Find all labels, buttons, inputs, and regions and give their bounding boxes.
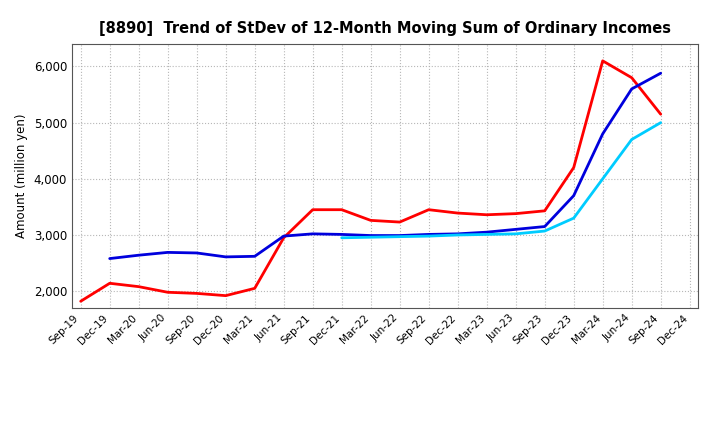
3 Years bbox=[279, 235, 288, 240]
5 Years bbox=[657, 70, 665, 76]
3 Years bbox=[541, 208, 549, 213]
5 Years bbox=[570, 193, 578, 198]
5 Years bbox=[338, 232, 346, 237]
7 Years bbox=[598, 176, 607, 181]
5 Years bbox=[221, 254, 230, 260]
5 Years bbox=[482, 230, 491, 235]
Line: 5 Years: 5 Years bbox=[109, 73, 661, 259]
3 Years bbox=[76, 299, 85, 304]
5 Years bbox=[366, 233, 375, 238]
5 Years bbox=[598, 131, 607, 136]
5 Years bbox=[192, 250, 201, 256]
3 Years bbox=[482, 212, 491, 217]
5 Years bbox=[454, 231, 462, 236]
3 Years bbox=[424, 207, 433, 213]
7 Years bbox=[570, 216, 578, 221]
5 Years bbox=[135, 253, 143, 258]
7 Years bbox=[338, 235, 346, 240]
3 Years bbox=[338, 207, 346, 213]
Y-axis label: Amount (million yen): Amount (million yen) bbox=[15, 114, 28, 238]
3 Years bbox=[366, 218, 375, 223]
Title: [8890]  Trend of StDev of 12-Month Moving Sum of Ordinary Incomes: [8890] Trend of StDev of 12-Month Moving… bbox=[99, 21, 671, 36]
5 Years bbox=[395, 233, 404, 238]
7 Years bbox=[482, 232, 491, 237]
7 Years bbox=[541, 228, 549, 234]
3 Years bbox=[163, 290, 172, 295]
5 Years bbox=[163, 250, 172, 255]
3 Years bbox=[308, 207, 317, 213]
5 Years bbox=[308, 231, 317, 236]
3 Years bbox=[135, 284, 143, 289]
7 Years bbox=[511, 231, 520, 236]
3 Years bbox=[627, 75, 636, 81]
3 Years bbox=[598, 58, 607, 63]
7 Years bbox=[395, 234, 404, 239]
5 Years bbox=[251, 254, 259, 259]
5 Years bbox=[105, 256, 114, 261]
3 Years bbox=[251, 286, 259, 291]
3 Years bbox=[511, 211, 520, 216]
5 Years bbox=[541, 224, 549, 229]
3 Years bbox=[395, 220, 404, 225]
3 Years bbox=[105, 281, 114, 286]
7 Years bbox=[454, 232, 462, 238]
5 Years bbox=[424, 232, 433, 237]
3 Years bbox=[454, 210, 462, 216]
7 Years bbox=[366, 235, 375, 240]
3 Years bbox=[192, 291, 201, 296]
Line: 3 Years: 3 Years bbox=[81, 61, 661, 301]
7 Years bbox=[627, 137, 636, 142]
7 Years bbox=[657, 120, 665, 125]
3 Years bbox=[570, 165, 578, 170]
5 Years bbox=[627, 86, 636, 92]
3 Years bbox=[657, 112, 665, 117]
Line: 7 Years: 7 Years bbox=[342, 123, 661, 238]
5 Years bbox=[511, 227, 520, 232]
3 Years bbox=[221, 293, 230, 298]
7 Years bbox=[424, 234, 433, 239]
5 Years bbox=[279, 234, 288, 239]
